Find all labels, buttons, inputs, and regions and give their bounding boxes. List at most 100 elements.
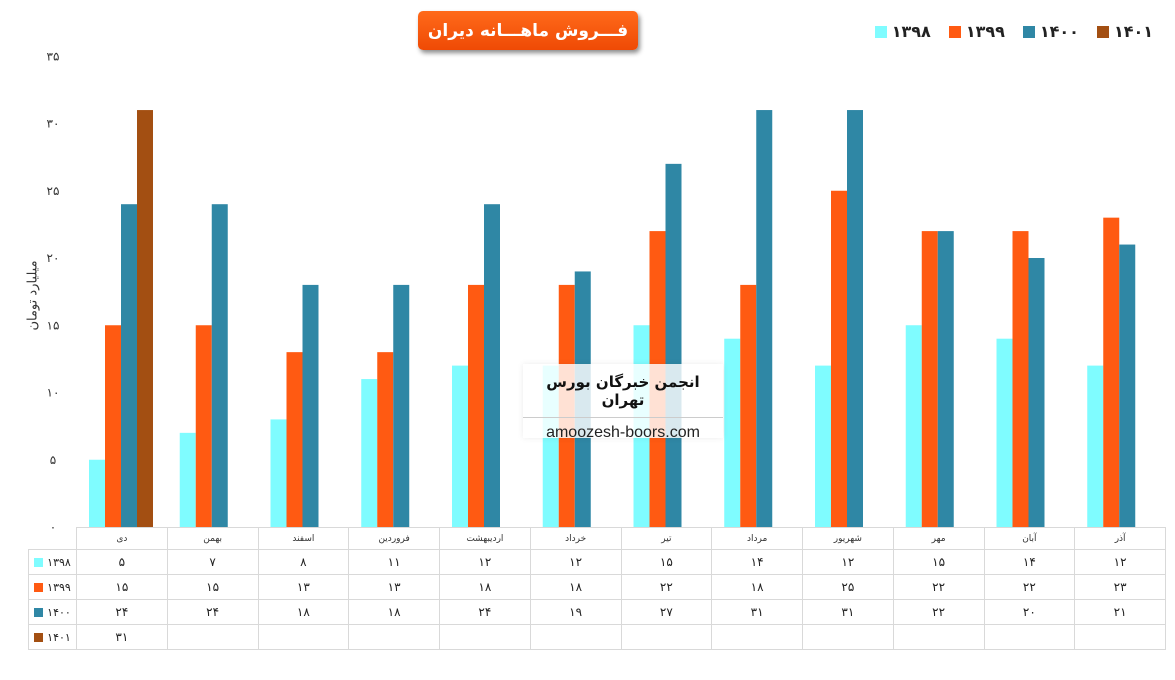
value-cell: ۲۲ — [983, 574, 1076, 600]
value-cell: ۳۱ — [802, 599, 894, 625]
bar-۱۳۹۸-اردیبهشت — [452, 365, 468, 527]
table-row: ۱۴۰۱ ۳۱ — [28, 624, 1166, 650]
watermark-title: انجمن خبرگان بورس تهران — [546, 373, 700, 409]
value-cell: ۱۲ — [802, 549, 894, 575]
value-cell: ۳۱ — [711, 599, 803, 625]
value-cell: ۲۲ — [620, 574, 713, 600]
table-row: ۱۴۰۰ ۲۴ ۲۴ ۱۸ ۱۸ ۲۴ ۱۹ ۲۷ ۳۱ ۳۱ ۲۲ ۲۰ ۲۱ — [28, 599, 1166, 625]
value-cell — [711, 624, 803, 650]
value-cell: ۱۸ — [257, 599, 350, 625]
value-cell — [166, 624, 259, 650]
bar-۱۳۹۸-اسفند — [270, 419, 287, 527]
series-name: ۱۳۹۸ — [47, 555, 71, 569]
value-cell — [983, 624, 1076, 650]
value-cell: ۲۲ — [892, 599, 985, 625]
data-table: دی بهمن اسفند فروردین اردیبهشت خرداد تیر مرداد ش… — [28, 527, 1166, 650]
series-name: ۱۴۰۰ — [47, 605, 71, 619]
value-cell: ۱۵ — [892, 549, 985, 575]
category-label: تیر — [620, 527, 713, 550]
bar-۱۳۹۹-مهر — [921, 231, 938, 527]
category-label: دی — [76, 527, 168, 550]
value-cell — [348, 624, 440, 650]
bar-۱۴۰۰-اردیبهشت — [484, 204, 500, 527]
value-cell — [529, 624, 622, 650]
category-label: شهریور — [802, 527, 894, 550]
bar-۱۳۹۹-شهریور — [831, 190, 847, 527]
legend-swatch — [948, 25, 961, 38]
category-label: فروردین — [348, 527, 440, 550]
bar-۱۴۰۰-آبان — [1028, 258, 1045, 527]
y-tick-label: ۱۵ — [47, 318, 60, 332]
y-axis-label: میلیارد تومان — [25, 260, 41, 331]
bar-۱۳۹۹-دی — [105, 325, 121, 527]
table-row: ۱۳۹۸ ۵ ۷ ۸ ۱۱ ۱۲ ۱۲ ۱۵ ۱۴ ۱۲ ۱۵ ۱۴ ۱۲ — [28, 549, 1166, 575]
bar-۱۳۹۸-فروردین — [361, 379, 378, 527]
category-label: مرداد — [711, 527, 803, 550]
bar-۱۴۰۰-دی — [121, 204, 137, 527]
value-cell: ۱۱ — [348, 549, 440, 575]
category-label: مهر — [892, 527, 985, 550]
value-cell: ۱۸ — [711, 574, 803, 600]
y-tick-label: ۳۰ — [47, 117, 60, 131]
bar-۱۳۹۹-فروردین — [377, 352, 394, 527]
table-corner — [28, 527, 77, 550]
watermark-url: amoozesh-boors.com — [546, 424, 700, 441]
legend-label: ۱۴۰۰ — [1039, 22, 1079, 41]
value-cell: ۱۳ — [257, 574, 350, 600]
bar-۱۴۰۰-آذر — [1119, 244, 1136, 528]
bar-۱۴۰۰-تیر — [665, 163, 682, 527]
bar-۱۴۰۰-مرداد — [756, 110, 773, 528]
chart-legend: ۱۳۹۸ ۱۳۹۹ ۱۴۰۰ ۱۴۰۱ — [874, 22, 1153, 41]
bar-۱۳۹۹-اسفند — [286, 352, 303, 527]
category-label: اسفند — [257, 527, 350, 550]
value-cell — [439, 624, 531, 650]
bar-۱۳۹۹-بهمن — [195, 325, 212, 527]
table-header-row: دی بهمن اسفند فروردین اردیبهشت خرداد تیر مرداد ش… — [28, 527, 1166, 550]
category-label: آذر — [1074, 527, 1166, 550]
bar-۱۴۰۱-دی — [137, 110, 153, 528]
bar-۱۳۹۸-دی — [89, 459, 105, 527]
value-cell: ۲۱ — [1074, 599, 1166, 625]
value-cell: ۱۸ — [348, 599, 440, 625]
watermark: انجمن خبرگان بورس تهران amoozesh-boors.c… — [523, 364, 723, 441]
value-cell: ۸ — [257, 549, 350, 575]
bar-۱۴۰۰-شهریور — [847, 110, 863, 528]
y-tick-label: ۲۰ — [47, 251, 60, 265]
value-cell: ۲۴ — [166, 599, 259, 625]
chart-title: فـــروش ماهـــانه دیران — [418, 11, 638, 50]
legend-item: ۱۴۰۱ — [1096, 22, 1153, 41]
bar-۱۴۰۰-فروردین — [393, 284, 410, 527]
value-cell: ۱۸ — [529, 574, 622, 600]
value-cell: ۱۲ — [439, 549, 531, 575]
value-cell: ۱۵ — [166, 574, 259, 600]
value-cell: ۲۷ — [620, 599, 713, 625]
y-tick-label: ۱۰ — [47, 386, 60, 400]
value-cell: ۲۲ — [892, 574, 985, 600]
series-label-cell: ۱۳۹۹ — [28, 574, 77, 600]
series-name: ۱۴۰۱ — [47, 630, 71, 644]
value-cell: ۱۸ — [439, 574, 531, 600]
value-cell: ۲۴ — [439, 599, 531, 625]
bar-۱۳۹۸-مرداد — [724, 338, 741, 527]
bar-۱۳۹۸-آذر — [1087, 365, 1104, 527]
series-label-cell: ۱۴۰۱ — [28, 624, 77, 650]
bar-۱۳۹۸-بهمن — [179, 432, 196, 527]
series-swatch — [34, 557, 44, 567]
value-cell: ۵ — [76, 549, 168, 575]
value-cell: ۳۱ — [76, 624, 168, 650]
y-tick-label: ۲۵ — [47, 184, 60, 198]
series-swatch — [34, 632, 44, 642]
category-label: آبان — [983, 527, 1076, 550]
value-cell: ۷ — [166, 549, 259, 575]
bar-۱۳۹۸-مهر — [905, 325, 922, 527]
bar-۱۳۹۸-شهریور — [815, 365, 831, 527]
category-label: بهمن — [166, 527, 259, 550]
value-cell: ۱۴ — [983, 549, 1076, 575]
value-cell — [620, 624, 713, 650]
legend-label: ۱۳۹۹ — [965, 22, 1005, 41]
legend-item: ۱۳۹۸ — [874, 22, 931, 41]
value-cell: ۲۳ — [1074, 574, 1166, 600]
y-tick-label: ۳۵ — [47, 49, 60, 63]
y-tick-label: ۰ — [50, 520, 56, 534]
value-cell: ۱۲ — [529, 549, 622, 575]
